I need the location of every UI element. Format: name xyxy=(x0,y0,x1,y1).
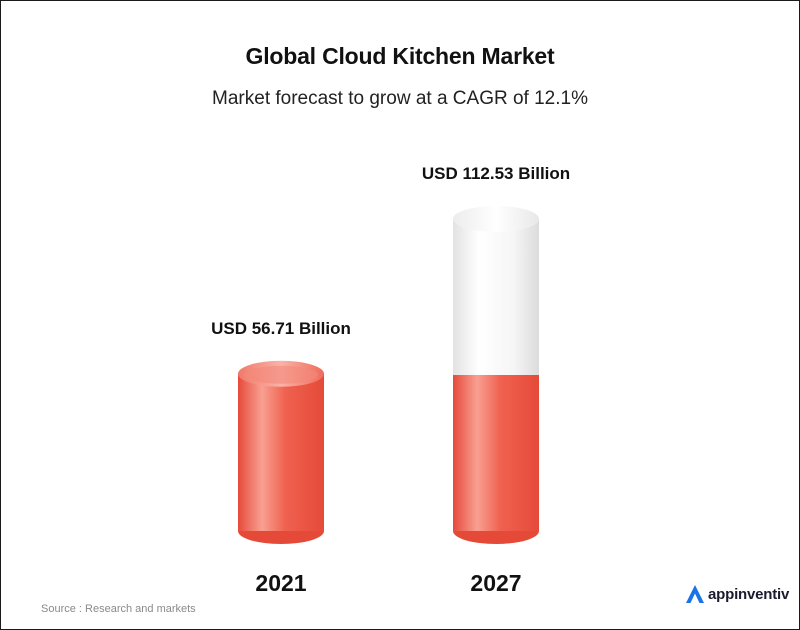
chart-title: Global Cloud Kitchen Market xyxy=(245,43,555,69)
appinventiv-logo-icon xyxy=(686,585,704,603)
bar-2027 xyxy=(453,206,539,544)
chart-subtitle: Market forecast to grow at a CAGR of 12.… xyxy=(212,88,588,109)
brand-logo: appinventiv xyxy=(685,582,789,606)
source-note: Source : Research and markets xyxy=(41,603,196,615)
bar-2021 xyxy=(238,360,324,544)
category-label: 2021 xyxy=(255,570,306,596)
data-label: USD 56.71 Billion xyxy=(211,319,351,338)
data-label: USD 112.53 Billion xyxy=(422,164,570,183)
category-label: 2027 xyxy=(470,570,521,596)
brand-name: appinventiv xyxy=(708,585,790,603)
